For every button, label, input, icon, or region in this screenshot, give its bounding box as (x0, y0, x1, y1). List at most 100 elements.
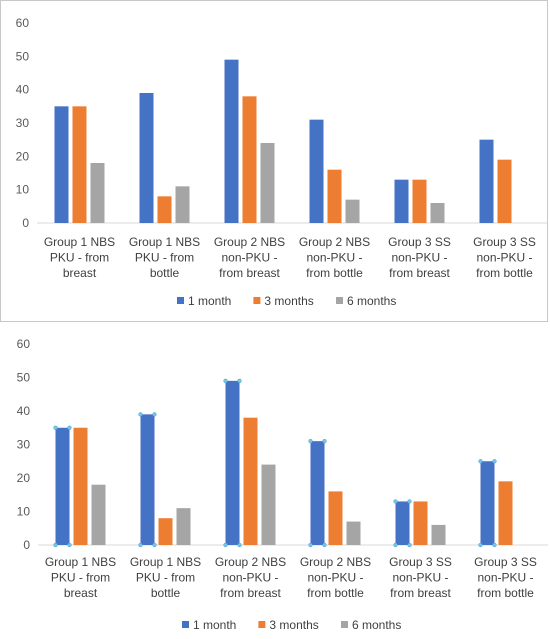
selection-handle[interactable] (152, 412, 157, 417)
selection-handle[interactable] (237, 378, 242, 383)
bar[interactable] (90, 163, 105, 223)
bar[interactable] (260, 143, 275, 223)
legend-swatch (253, 297, 261, 304)
bar[interactable] (72, 106, 87, 223)
selection-handle[interactable] (322, 439, 327, 444)
bar[interactable] (91, 484, 106, 545)
selection-handle[interactable] (53, 425, 58, 430)
x-category-label: Group 2 NBS non-PKU -from bottle (299, 235, 370, 280)
selection-handle[interactable] (152, 542, 157, 548)
bar[interactable] (73, 427, 88, 545)
x-category-label: Group 1 NBS PKU - from bottle (129, 235, 200, 280)
bar[interactable] (55, 427, 70, 545)
y-tick-label: 50 (17, 371, 31, 385)
bar-chart-top: 0 10 20 30 40 50 60 Group 1 NBS PKU - from breast… (16, 16, 547, 308)
legend-swatch (177, 297, 184, 304)
legend-swatch (336, 297, 343, 304)
x-category-label: Group 3 SS non-PKU -from bottle (473, 235, 536, 280)
bar[interactable] (157, 196, 172, 223)
selection-handle[interactable] (478, 542, 483, 548)
selection-handle[interactable] (138, 542, 143, 548)
selection-handle[interactable] (237, 542, 242, 548)
bar[interactable] (328, 491, 343, 545)
selection-handle[interactable] (407, 542, 412, 548)
selection-handle[interactable] (407, 499, 412, 504)
bar[interactable] (176, 508, 191, 545)
selection-handle[interactable] (223, 378, 228, 383)
legend-label: 1 month (193, 618, 236, 632)
selection-handle[interactable] (308, 439, 313, 444)
bar[interactable] (346, 521, 361, 545)
bar[interactable] (224, 59, 239, 223)
x-category-label: Group 1 NBS PKU - from breast (44, 235, 115, 280)
chart-panel-bottom: 0 10 20 30 40 50 60 Group 1 NBS PKU - from breast… (0, 330, 548, 639)
bar[interactable] (139, 93, 154, 223)
bar[interactable] (327, 169, 342, 223)
legend-label: 3 months (269, 618, 318, 632)
bar[interactable] (395, 501, 410, 545)
bar[interactable] (310, 441, 325, 545)
legend-swatch (341, 621, 348, 628)
y-tick-label: 40 (17, 404, 31, 418)
bar[interactable] (261, 464, 276, 545)
bar[interactable] (498, 481, 513, 545)
legend-label: 6 months (347, 294, 396, 308)
x-category-label: Group 3 SS non-PKU -from breast (389, 555, 452, 600)
legend-label: 1 month (188, 294, 231, 308)
selection-handle[interactable] (67, 425, 72, 430)
y-tick-label: 40 (16, 83, 30, 97)
legend-swatch (258, 621, 266, 628)
bar[interactable] (225, 380, 240, 545)
selection-handle[interactable] (53, 542, 58, 548)
y-tick-label: 30 (17, 438, 31, 452)
y-tick-label: 0 (23, 538, 30, 552)
selection-handle[interactable] (478, 459, 483, 464)
bar[interactable] (54, 106, 69, 223)
bar[interactable] (243, 417, 258, 545)
x-category-label: Group 3 SS non-PKU -from breast (388, 235, 451, 280)
selection-handle[interactable] (138, 412, 143, 417)
selection-handle[interactable] (393, 542, 398, 548)
y-tick-label: 30 (16, 116, 30, 130)
selection-handle[interactable] (223, 542, 228, 548)
bar[interactable] (309, 119, 324, 223)
y-tick-label: 0 (22, 216, 29, 230)
bar[interactable] (497, 159, 512, 223)
y-tick-label: 60 (16, 16, 30, 30)
bar[interactable] (242, 96, 257, 223)
x-category-label: Group 2 NBS non-PKU -from breast (215, 555, 286, 600)
selection-handle[interactable] (492, 459, 497, 464)
bar[interactable] (412, 179, 427, 223)
bar[interactable] (413, 501, 428, 545)
x-category-label: Group 1 NBS PKU - from bottle (130, 555, 201, 600)
legend-label: 3 months (264, 294, 313, 308)
bar[interactable] (140, 414, 155, 545)
y-tick-label: 50 (16, 49, 30, 63)
legend-swatch (182, 621, 189, 628)
bar[interactable] (175, 186, 190, 223)
bar[interactable] (480, 461, 495, 545)
y-tick-label: 20 (16, 149, 30, 163)
chart-panel-top: 0 10 20 30 40 50 60 Group 1 NBS PKU - from breast… (0, 0, 548, 322)
y-tick-label: 10 (16, 183, 30, 197)
bar[interactable] (158, 518, 173, 545)
x-category-label: Group 2 NBS non-PKU -from breast (214, 235, 285, 280)
selection-handle[interactable] (322, 542, 327, 548)
bar[interactable] (345, 199, 360, 223)
bar[interactable] (431, 524, 446, 545)
selection-handle[interactable] (308, 542, 313, 548)
x-category-label: Group 2 NBS non-PKU -from bottle (300, 555, 371, 600)
selection-handle[interactable] (67, 542, 72, 548)
legend-label: 6 months (352, 618, 401, 632)
x-category-label: Group 1 NBS PKU - from breast (45, 555, 116, 600)
y-tick-label: 20 (17, 471, 31, 485)
bar[interactable] (430, 203, 445, 223)
selection-handle[interactable] (492, 542, 497, 548)
bar[interactable] (394, 179, 409, 223)
x-category-label: Group 3 SS non-PKU -from bottle (474, 555, 537, 600)
y-tick-label: 60 (17, 337, 31, 351)
y-tick-label: 10 (17, 505, 31, 519)
bar-chart-bottom: 0 10 20 30 40 50 60 Group 1 NBS PKU - from breast… (17, 337, 548, 632)
bar[interactable] (479, 139, 494, 223)
selection-handle[interactable] (393, 499, 398, 504)
